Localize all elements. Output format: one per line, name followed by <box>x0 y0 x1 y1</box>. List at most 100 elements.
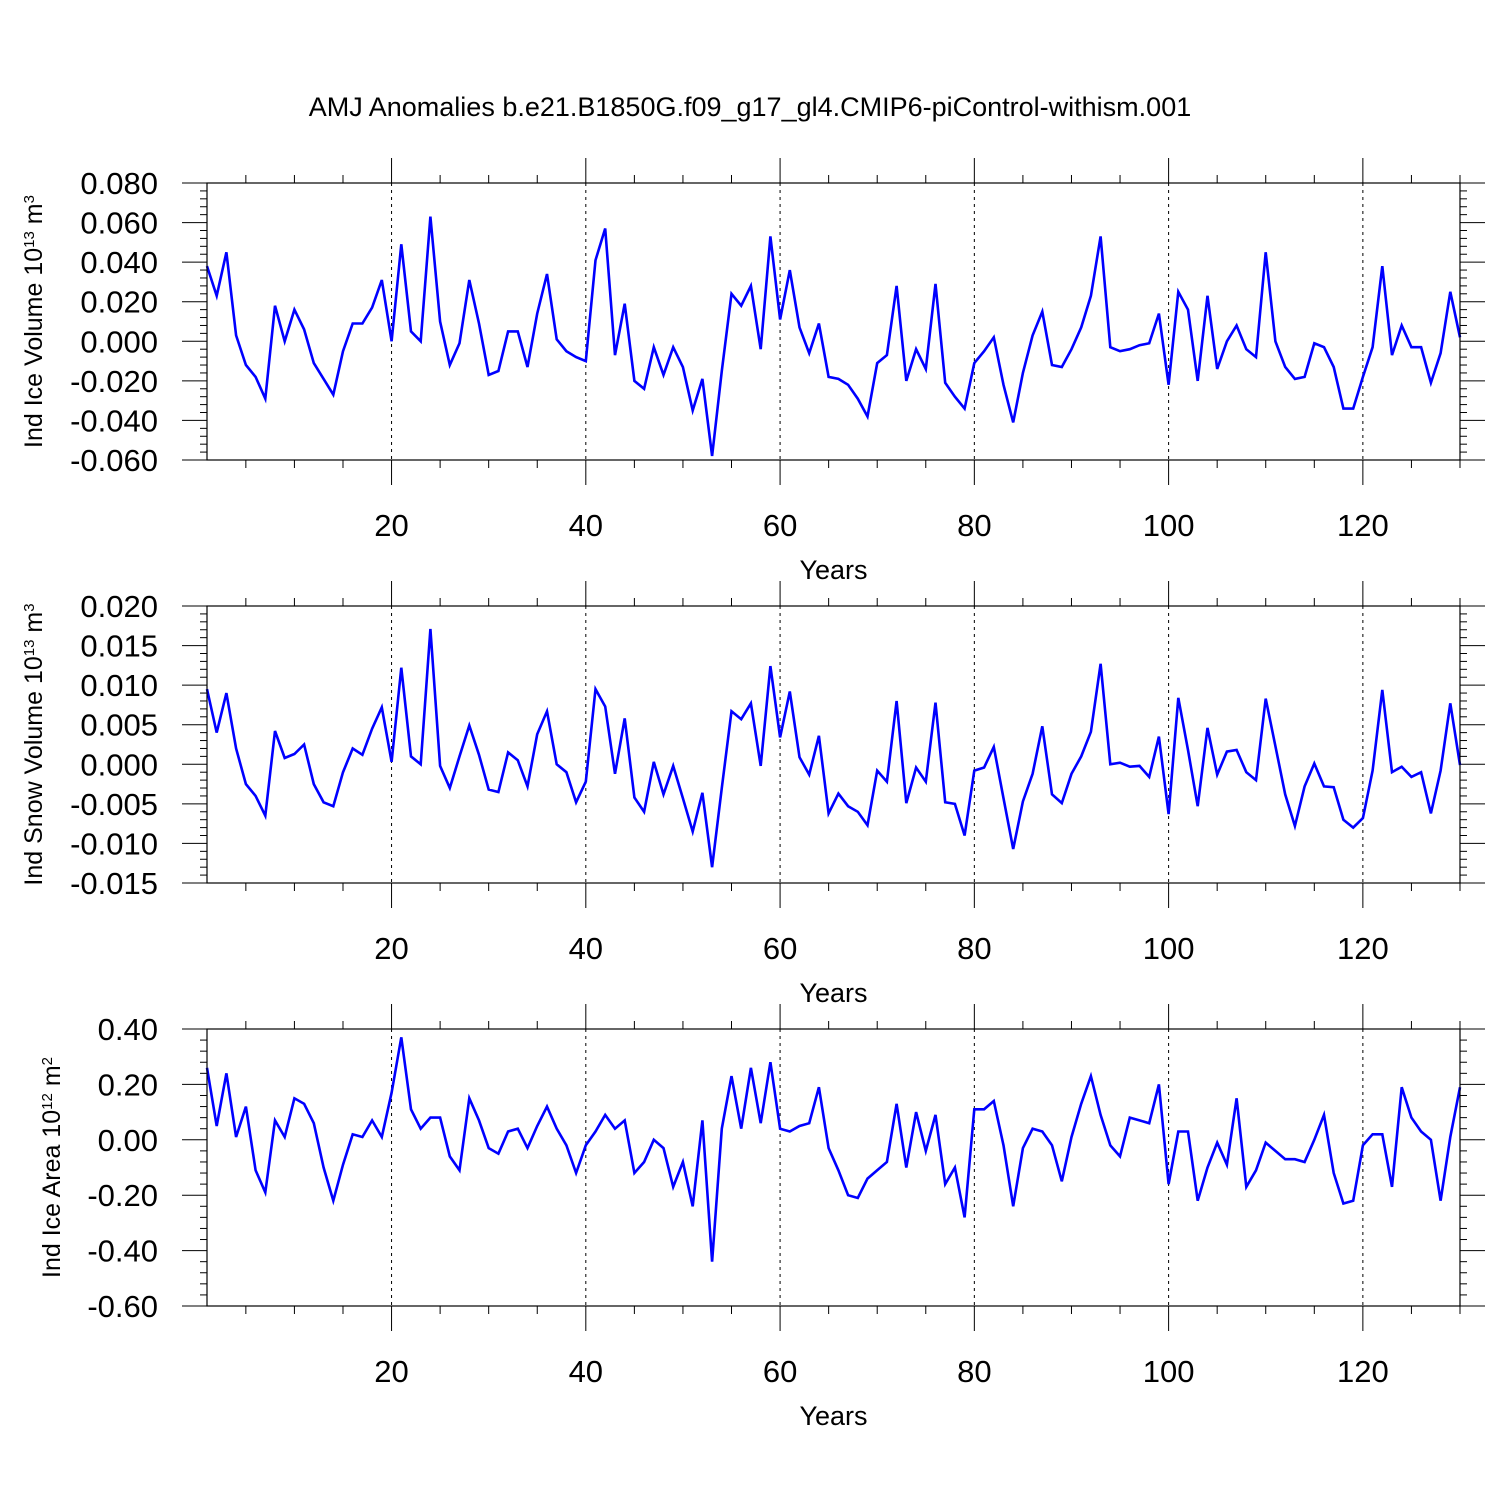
data-point <box>449 365 450 366</box>
data-point <box>498 792 499 793</box>
data-point <box>634 380 635 381</box>
series-line <box>205 628 1462 868</box>
data-point <box>245 784 246 785</box>
data-point <box>848 1195 849 1196</box>
data-point <box>1052 794 1053 795</box>
data-point <box>323 802 324 803</box>
data-point <box>945 382 946 383</box>
data-point <box>1139 345 1140 346</box>
data-point <box>1401 325 1402 326</box>
y-tick-label: 0.060 <box>80 206 158 241</box>
data-point <box>585 781 586 782</box>
data-point <box>440 1117 441 1118</box>
data-point <box>993 1101 994 1102</box>
data-point <box>216 1126 217 1127</box>
plot-frame <box>206 182 1461 461</box>
data-point <box>1275 746 1276 747</box>
data-point <box>741 305 742 306</box>
data-point <box>1188 750 1189 751</box>
y-tick-label: 0.20 <box>98 1067 158 1102</box>
data-point <box>1450 291 1451 292</box>
data-point <box>226 1073 227 1074</box>
data-point <box>1382 689 1383 690</box>
data-point <box>1392 772 1393 773</box>
data-point <box>1120 1156 1121 1157</box>
data-point <box>906 1167 907 1168</box>
data-point <box>304 329 305 330</box>
data-point <box>605 706 606 707</box>
data-point <box>527 1148 528 1149</box>
data-point <box>313 784 314 785</box>
data-point <box>615 355 616 356</box>
data-point <box>702 1120 703 1121</box>
data-point <box>226 693 227 694</box>
data-point <box>255 1170 256 1171</box>
data-point <box>517 331 518 332</box>
data-point <box>1353 1200 1354 1201</box>
data-point <box>585 1145 586 1146</box>
data-point <box>1256 357 1257 358</box>
x-tick-label: 40 <box>569 1354 603 1389</box>
data-point <box>925 369 926 370</box>
data-point <box>712 867 713 868</box>
y-axis-label-part: Ind Ice Volume 10 <box>20 248 48 448</box>
data-point <box>401 667 402 668</box>
data-point <box>954 396 955 397</box>
y-tick-label: -0.015 <box>70 866 158 901</box>
data-point <box>1197 806 1198 807</box>
data-point <box>615 773 616 774</box>
data-point <box>381 707 382 708</box>
data-point <box>1401 766 1402 767</box>
data-point <box>1081 756 1082 757</box>
data-point <box>216 732 217 733</box>
data-point <box>1382 1134 1383 1135</box>
y-axis-label-superscript: 13 <box>21 231 38 248</box>
data-point <box>780 1128 781 1129</box>
data-point <box>362 754 363 755</box>
data-point <box>333 806 334 807</box>
data-point <box>498 371 499 372</box>
data-point <box>692 831 693 832</box>
data-point <box>1110 347 1111 348</box>
data-point <box>857 1198 858 1199</box>
data-point <box>576 1173 577 1174</box>
data-point <box>1100 1114 1101 1115</box>
data-point <box>1324 786 1325 787</box>
data-point <box>1003 384 1004 385</box>
data-point <box>809 1123 810 1124</box>
data-point <box>780 737 781 738</box>
data-point <box>1372 1134 1373 1135</box>
data-point <box>1440 1200 1441 1201</box>
data-point <box>1188 1131 1189 1132</box>
data-point <box>1013 849 1014 850</box>
data-point <box>1081 1103 1082 1104</box>
data-point <box>1042 1131 1043 1132</box>
data-point <box>1110 764 1111 765</box>
data-point <box>1226 751 1227 752</box>
data-point <box>750 703 751 704</box>
data-point <box>886 1162 887 1163</box>
data-point <box>236 1137 237 1138</box>
data-point <box>595 260 596 261</box>
data-point <box>925 1150 926 1151</box>
data-point <box>857 398 858 399</box>
data-point <box>1362 1145 1363 1146</box>
data-point <box>964 835 965 836</box>
y-axis-label-superscript: 2 <box>39 1057 56 1065</box>
data-point <box>673 765 674 766</box>
data-point <box>479 323 480 324</box>
data-point <box>1090 1076 1091 1077</box>
x-tick-label: 100 <box>1143 508 1195 543</box>
y-axis-label-part: Ind Ice Area 10 <box>38 1110 66 1278</box>
data-point <box>692 1206 693 1207</box>
data-point <box>537 734 538 735</box>
data-point <box>401 244 402 245</box>
data-point <box>372 728 373 729</box>
data-point <box>236 335 237 336</box>
data-point <box>945 1184 946 1185</box>
data-point <box>313 363 314 364</box>
data-point <box>595 689 596 690</box>
data-point <box>1149 1123 1150 1124</box>
data-point <box>906 380 907 381</box>
x-tick-label: 40 <box>569 508 603 543</box>
